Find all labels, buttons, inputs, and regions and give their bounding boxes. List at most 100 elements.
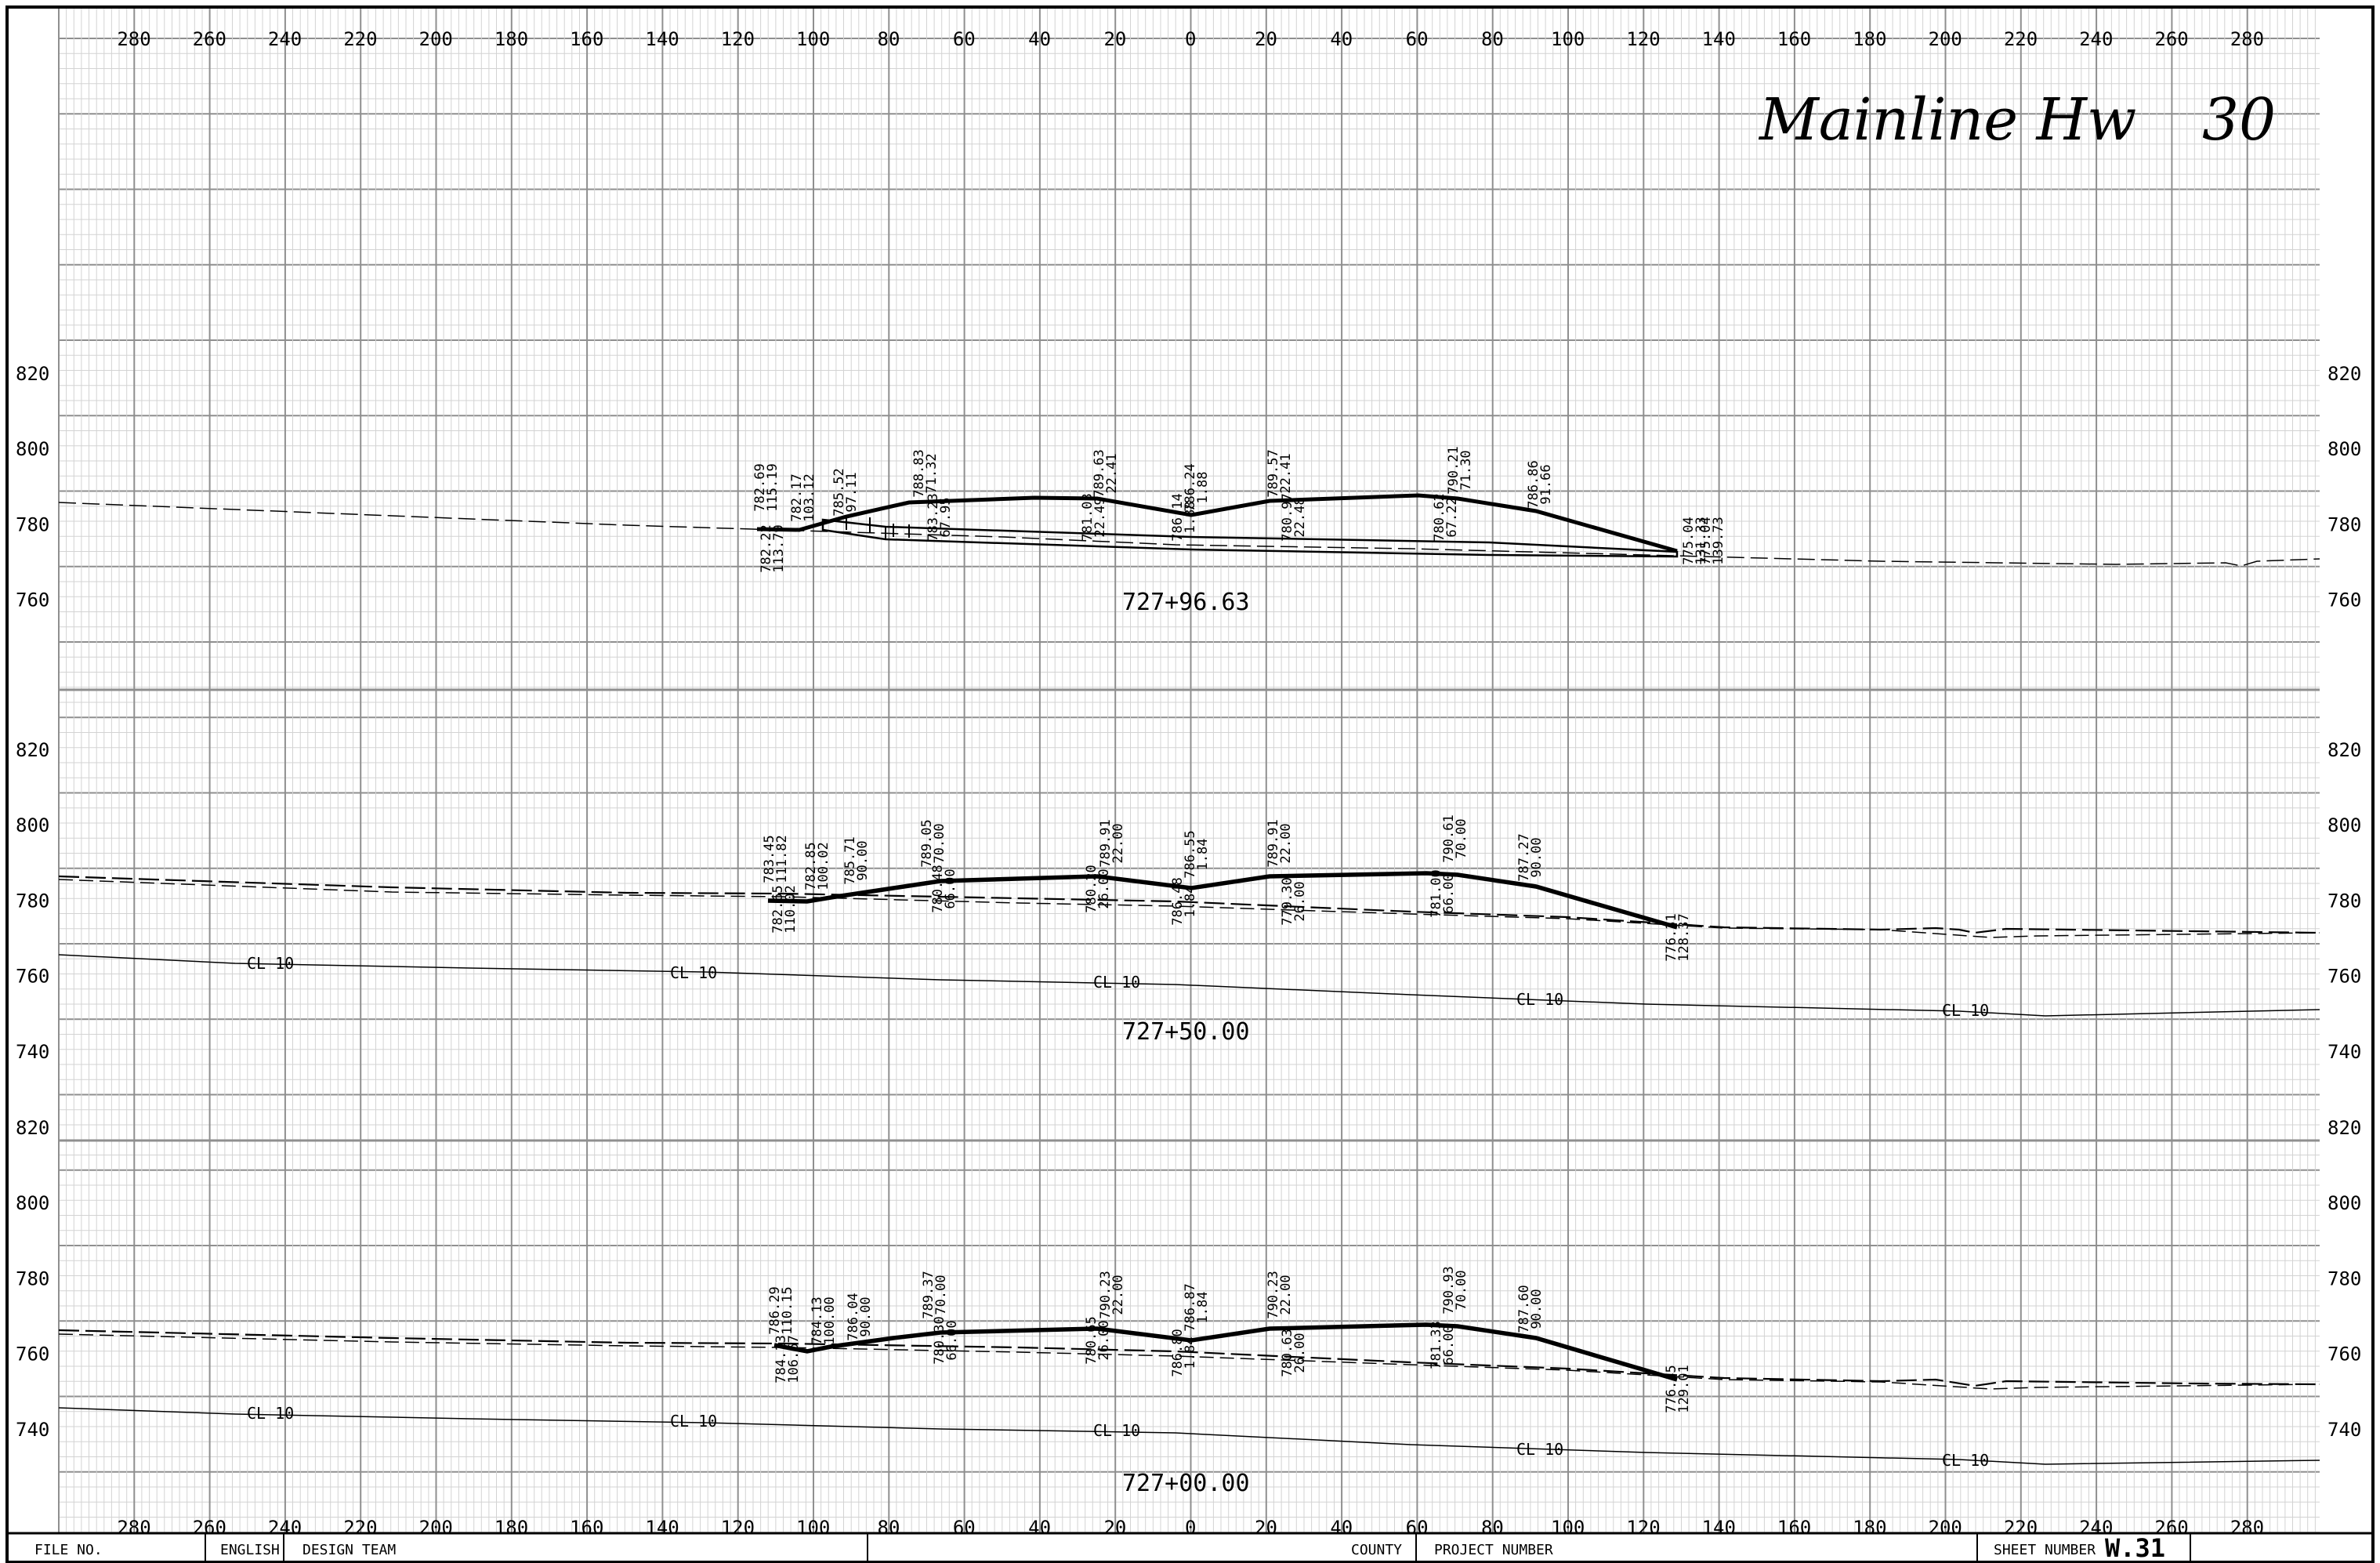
offset-tick-label: 160	[1777, 1517, 1811, 1539]
offset-tick-label: 60	[953, 28, 976, 50]
elevation-value: 776.45	[1664, 1365, 1679, 1413]
offset-tick-label: 100	[1551, 1517, 1585, 1539]
offset-tick-label: 100	[1551, 28, 1585, 50]
elevation-value: 780.97	[1280, 493, 1295, 541]
elevation-value: 786.04	[846, 1293, 861, 1340]
elevation-tick-label: 780	[2327, 513, 2361, 535]
offset-value: 110.02	[783, 885, 799, 933]
offset-value: 90.00	[858, 1296, 874, 1336]
offset-tick-label: 180	[1853, 28, 1886, 50]
elevation-value: 781.33	[1429, 1321, 1444, 1369]
offset-tick-label: 20	[1255, 1517, 1277, 1539]
elevation-tick-label: 780	[16, 1267, 49, 1289]
offset-tick-label: 260	[193, 28, 226, 50]
elevation-value: 786.14	[1170, 493, 1186, 541]
offset-tick-label: 100	[796, 28, 830, 50]
offset-value: 139.73	[1711, 517, 1726, 564]
elevation-tick-label: 780	[16, 890, 49, 912]
file-no-label: FILE NO.	[34, 1542, 103, 1558]
offset-axis-top: 280 260 240 220 200 180 160 140 120 100 80 60 40 20 0 2…	[117, 28, 2264, 50]
elevation-tick-label: 740	[2327, 1041, 2361, 1063]
offset-value: 71.32	[924, 453, 940, 493]
offset-value: 71.30	[1458, 450, 1474, 490]
project-number-label: PROJECT NUMBER	[1434, 1542, 1553, 1558]
offset-tick-label: 180	[494, 1517, 528, 1539]
station-label: 727+96.63	[1122, 589, 1250, 616]
offset-tick-label: 220	[343, 1517, 377, 1539]
offset-value: 26.00	[1292, 881, 1308, 921]
offset-value: 91.66	[1538, 464, 1554, 504]
cl-10-line	[58, 954, 2320, 1017]
elevation-tick-label: 780	[16, 513, 49, 535]
offset-value: 90.00	[1529, 1289, 1545, 1329]
elevation-value: 786.55	[1183, 830, 1198, 878]
offset-value: 103.12	[802, 473, 817, 521]
elevation-tick-label: 760	[16, 966, 49, 988]
elevation-tick-label: 800	[2327, 814, 2361, 836]
elevation-value: 780.48	[930, 865, 946, 912]
title-block: FILE NO. ENGLISH DESIGN TEAM COUNTY PROJ…	[34, 1533, 2191, 1563]
elevation-tick-label: 820	[2327, 363, 2361, 385]
elevation-tick-label: 800	[16, 438, 49, 460]
elevation-offset-label: 786.481.84	[1170, 877, 1198, 925]
offset-tick-label: 240	[2079, 28, 2113, 50]
station-label: 727+00.00	[1122, 1470, 1250, 1497]
proposed-surface	[767, 871, 1678, 930]
offset-tick-label: 60	[953, 1517, 976, 1539]
offset-tick-label: 220	[343, 28, 377, 50]
sheet-border	[5, 5, 2375, 1563]
elevation-tick-label: 760	[2327, 589, 2361, 611]
elevation-tick-label: 740	[16, 1041, 49, 1063]
offset-tick-label: 200	[419, 28, 453, 50]
offset-tick-label: 140	[645, 28, 679, 50]
offset-tick-label: 240	[2079, 1517, 2113, 1539]
offset-tick-label: 120	[1626, 28, 1660, 50]
elevation-tick-label: 820	[2327, 739, 2361, 761]
offset-tick-label: 280	[2230, 1517, 2264, 1539]
offset-tick-label: 40	[1028, 28, 1051, 50]
offset-value: 22.41	[1278, 453, 1294, 493]
offset-tick-label: 120	[721, 1517, 755, 1539]
elevation-value: 786.80	[1170, 1329, 1186, 1376]
offset-tick-label: 200	[1929, 28, 1962, 50]
elevation-value: 781.00	[1429, 869, 1444, 917]
existing-ground-line	[58, 502, 2320, 567]
offset-tick-label: 80	[878, 28, 900, 50]
county-label: COUNTY	[1351, 1542, 1402, 1558]
offset-tick-label: 200	[1929, 1517, 1962, 1539]
elevation-value: 789.37	[921, 1271, 936, 1318]
elevation-value: 789.57	[1266, 449, 1281, 497]
offset-value: 100.02	[816, 842, 831, 890]
offset-value: 22.00	[1278, 823, 1294, 863]
elevation-value: 784.13	[773, 1335, 789, 1383]
elevation-value: 780.30	[932, 1316, 947, 1364]
offset-tick-label: 20	[1255, 28, 1277, 50]
offset-tick-label: 280	[117, 28, 150, 50]
offset-tick-label: 60	[1406, 1517, 1429, 1539]
elevation-value: 780.20	[1084, 865, 1099, 912]
existing-ground-line-b	[58, 879, 2320, 938]
offset-tick-label: 260	[2154, 28, 2188, 50]
cl-label: CL 10	[247, 954, 294, 973]
cl-label: CL 10	[247, 1404, 294, 1423]
